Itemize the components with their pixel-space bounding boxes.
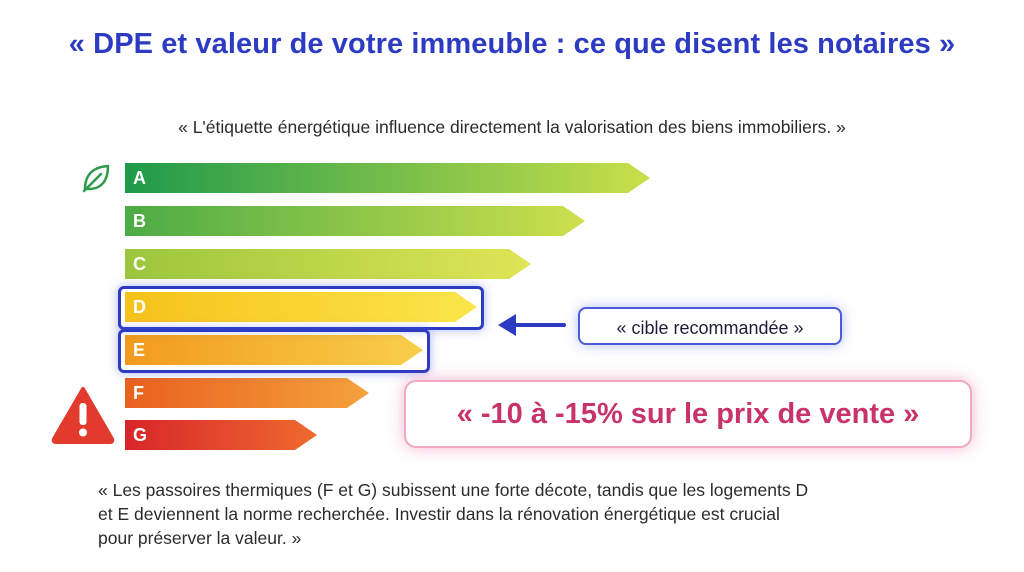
recommended-target-callout: « cible recommandée » bbox=[578, 307, 842, 345]
bar-letter: A bbox=[133, 168, 146, 188]
energy-bar-g: G bbox=[125, 420, 317, 450]
energy-bar-d: D bbox=[125, 292, 477, 322]
highlight-frame-d bbox=[118, 286, 484, 330]
bar-letter: B bbox=[133, 211, 146, 231]
bar-letter: D bbox=[133, 297, 146, 317]
bar-shape bbox=[125, 249, 531, 279]
arrow-left-icon bbox=[498, 314, 566, 336]
bar-letter: G bbox=[133, 425, 148, 445]
energy-bar-c: C bbox=[125, 249, 531, 279]
subtitle-quote: « L'étiquette énergétique influence dire… bbox=[178, 117, 846, 137]
bar-shape bbox=[125, 206, 585, 236]
energy-bar-b: B bbox=[125, 206, 585, 236]
footer-line: « Les passoires thermiques (F et G) subi… bbox=[98, 480, 809, 500]
page-title: « DPE et valeur de votre immeuble : ce q… bbox=[68, 28, 956, 60]
bar-arrow-shape bbox=[125, 249, 531, 279]
bar-shape bbox=[125, 335, 423, 365]
bar-shape bbox=[125, 163, 650, 193]
bar-arrow-shape bbox=[125, 335, 423, 365]
bar-shape bbox=[125, 292, 477, 322]
bar-arrow-shape bbox=[125, 163, 650, 193]
bar-arrow-shape bbox=[125, 292, 477, 322]
energy-bar-e: E bbox=[125, 335, 423, 365]
bar-arrow-shape bbox=[125, 378, 369, 408]
bar-arrow-shape bbox=[125, 420, 317, 450]
warning-icon bbox=[51, 387, 115, 444]
bar-letter: C bbox=[133, 254, 146, 274]
footer-quote: « Les passoires thermiques (F et G) subi… bbox=[98, 478, 938, 550]
leaf-icon bbox=[82, 164, 110, 193]
bar-shape bbox=[125, 420, 317, 450]
footer-line: pour préserver la valeur. » bbox=[98, 528, 302, 548]
bar-arrow-shape bbox=[125, 206, 585, 236]
highlight-frame-e bbox=[118, 329, 430, 373]
bar-letter: F bbox=[133, 383, 144, 403]
energy-bar-f: F bbox=[125, 378, 369, 408]
bar-letter: E bbox=[133, 340, 146, 360]
footer-line: et E deviennent la norme recherchée. Inv… bbox=[98, 504, 780, 524]
bar-shape bbox=[125, 378, 369, 408]
price-impact-callout: « -10 à -15% sur le prix de vente » bbox=[404, 380, 972, 448]
energy-bar-a: A bbox=[125, 163, 650, 193]
